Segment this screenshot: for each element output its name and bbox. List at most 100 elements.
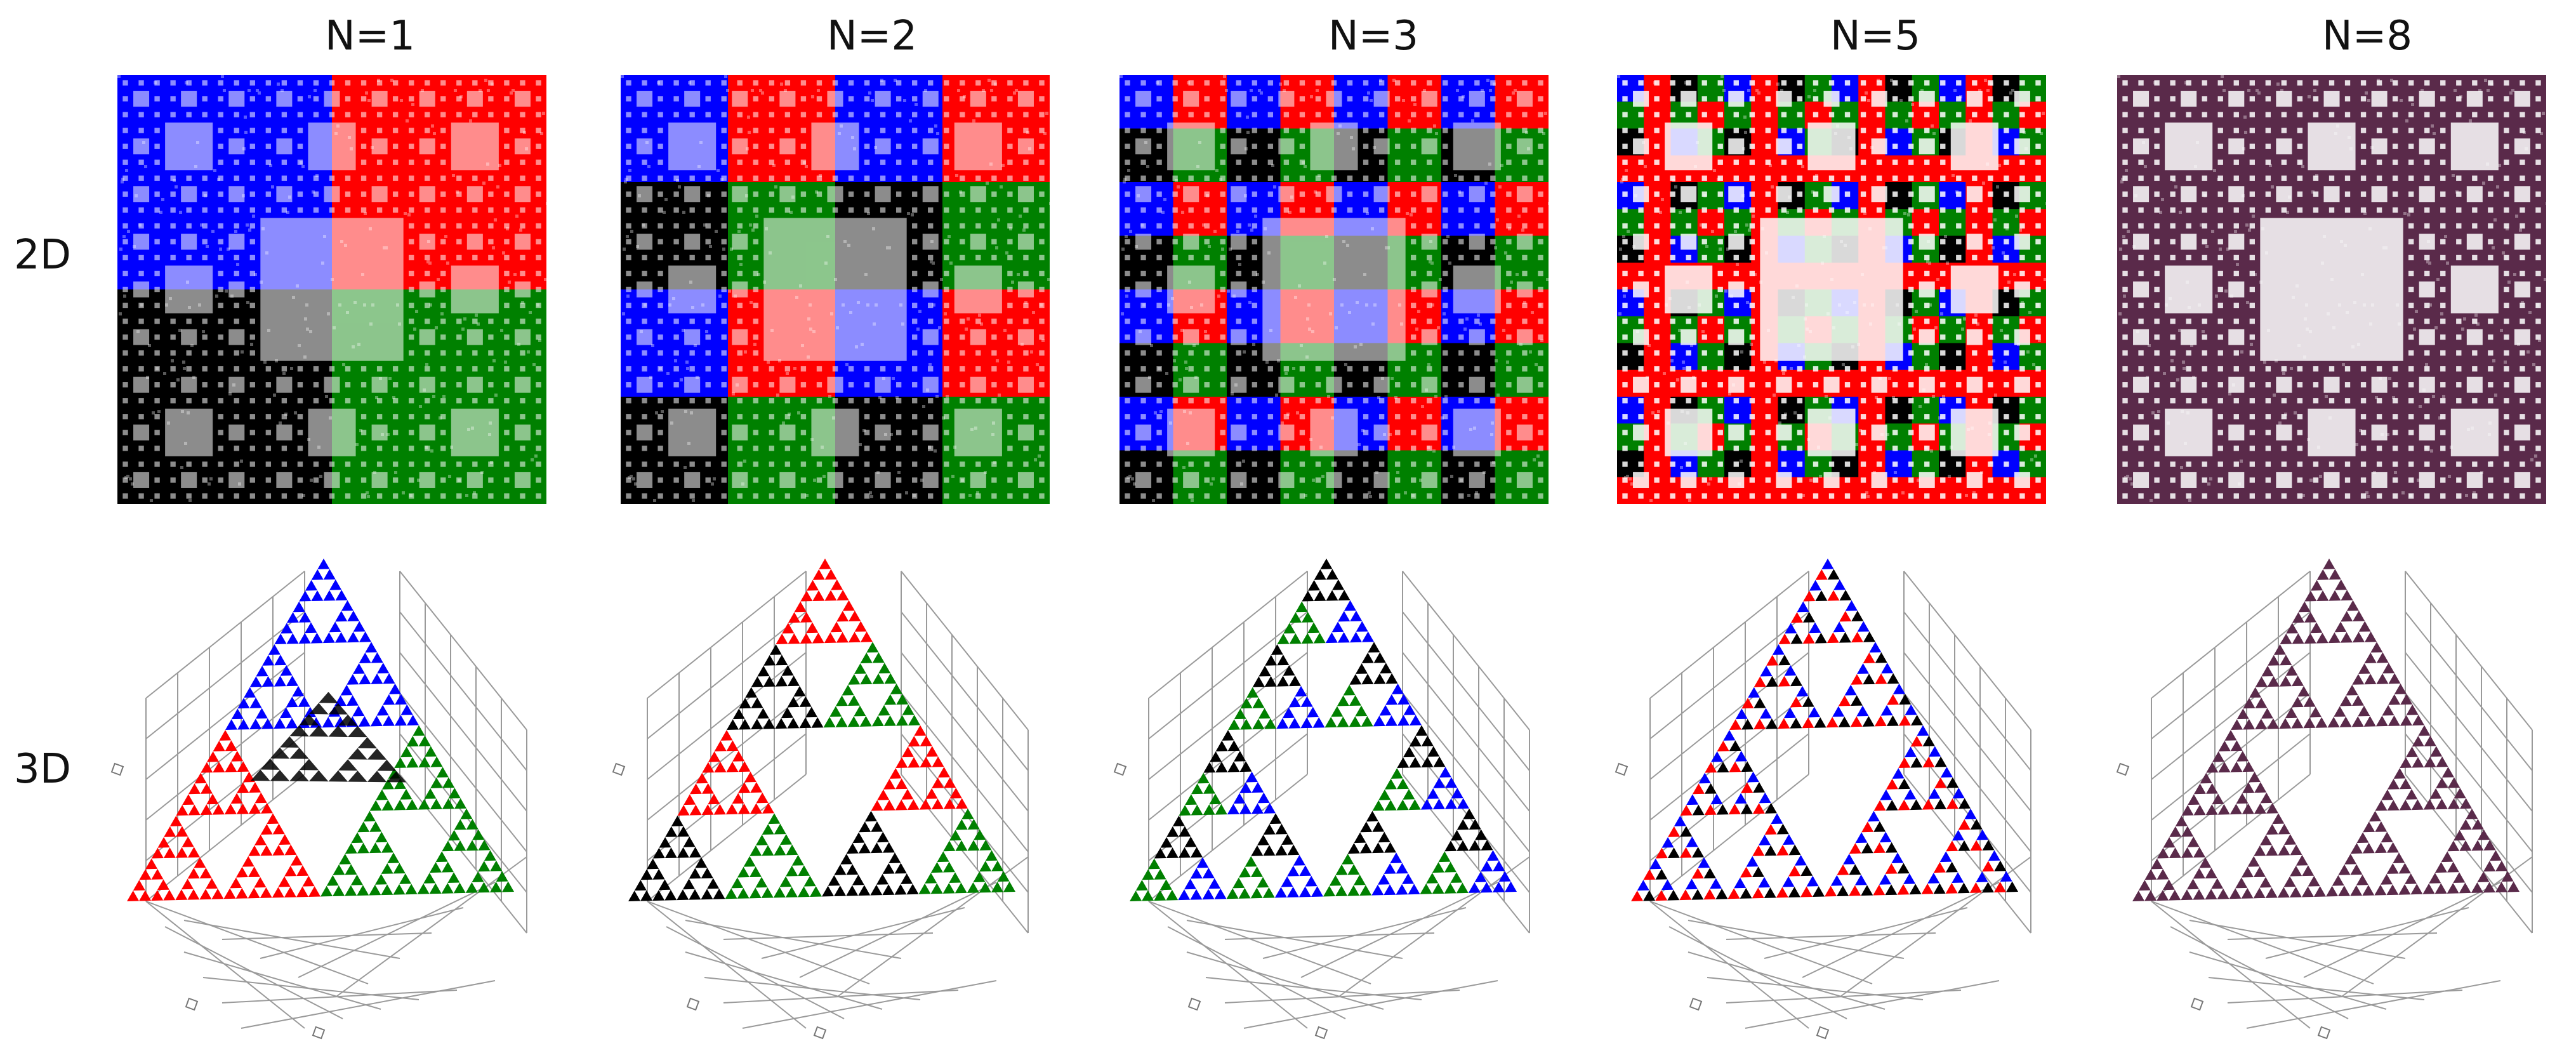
triangle xyxy=(375,831,388,843)
cell xyxy=(2251,369,2279,397)
triangle xyxy=(1945,882,1958,894)
triangle xyxy=(1159,879,1172,891)
cell xyxy=(1387,397,1442,451)
triangle xyxy=(2374,884,2387,896)
cell xyxy=(1912,343,1939,371)
triangle xyxy=(1275,844,1288,856)
triangle xyxy=(1420,798,1433,810)
triangle xyxy=(274,633,287,644)
triangle xyxy=(1377,873,1390,885)
triangle xyxy=(1717,740,1729,752)
triangle xyxy=(2193,804,2206,816)
triangle xyxy=(2313,886,2326,897)
triangle xyxy=(2243,698,2256,709)
triangle xyxy=(1166,847,1179,859)
triangle xyxy=(1994,860,2007,871)
triangle xyxy=(683,836,696,847)
cell xyxy=(1697,209,1725,237)
triangle xyxy=(296,865,309,877)
triangle xyxy=(1305,875,1318,887)
triangle xyxy=(2495,882,2507,892)
triangle xyxy=(2260,792,2273,804)
triangle xyxy=(1372,800,1385,811)
triangle xyxy=(1288,717,1301,729)
triangle xyxy=(774,844,786,856)
triangle xyxy=(732,750,745,762)
triangle xyxy=(345,885,357,896)
cell xyxy=(1885,423,1913,451)
triangle xyxy=(2255,676,2268,687)
cell xyxy=(1751,369,1779,397)
fractal-2d-n3 xyxy=(1120,75,1549,504)
triangle xyxy=(2400,715,2412,726)
triangle xyxy=(1892,768,1905,779)
triangle xyxy=(2283,876,2296,887)
triangle xyxy=(2364,652,2377,663)
triangle xyxy=(418,798,430,810)
triangle xyxy=(1891,852,1904,863)
triangle xyxy=(895,715,908,726)
cell xyxy=(1724,209,1752,237)
triangle xyxy=(298,633,311,644)
triangle xyxy=(2181,826,2194,837)
triangle xyxy=(1832,706,1845,717)
triangle xyxy=(1287,844,1300,856)
triangle xyxy=(794,601,807,613)
triangle xyxy=(1800,865,1813,877)
triangle xyxy=(1360,821,1373,833)
triangle xyxy=(1958,819,1971,830)
triangle xyxy=(787,717,800,729)
triangle xyxy=(2304,590,2317,602)
triangle xyxy=(284,865,297,877)
triangle xyxy=(689,783,702,795)
triangle xyxy=(708,751,720,762)
triangle xyxy=(2218,762,2231,773)
fractal-3d-n2 xyxy=(612,559,1029,1040)
triangle xyxy=(2236,708,2249,720)
triangle xyxy=(2253,866,2266,878)
triangle xyxy=(1415,725,1428,736)
triangle xyxy=(262,654,275,666)
triangle xyxy=(2350,885,2363,896)
triangle xyxy=(237,719,250,730)
triangle xyxy=(1385,694,1398,705)
triangle xyxy=(1355,705,1368,717)
triangle xyxy=(1667,847,1680,859)
triangle xyxy=(1324,717,1337,728)
triangle xyxy=(1753,782,1766,793)
cell xyxy=(2466,343,2493,371)
triangle xyxy=(1142,890,1154,901)
triangle xyxy=(836,611,849,622)
triangle xyxy=(1337,632,1350,643)
triangle xyxy=(2332,875,2344,886)
triangle xyxy=(979,861,992,872)
triangle xyxy=(1208,878,1221,889)
triangle xyxy=(1349,716,1361,727)
triangle xyxy=(1481,861,1493,872)
triangle xyxy=(1408,799,1421,811)
triangle xyxy=(1396,778,1409,790)
triangle xyxy=(345,843,357,854)
triangle xyxy=(1299,865,1312,877)
triangle xyxy=(751,676,763,687)
triangle xyxy=(2358,663,2370,674)
triangle xyxy=(1863,652,1875,663)
triangle xyxy=(788,612,800,623)
triangle xyxy=(268,644,281,655)
triangle xyxy=(889,768,902,779)
triangle xyxy=(248,803,261,814)
triangle xyxy=(1655,868,1668,880)
triangle xyxy=(2477,871,2490,882)
triangle xyxy=(1271,644,1283,655)
triangle xyxy=(478,861,491,872)
triangle xyxy=(974,829,986,840)
triangle xyxy=(849,611,861,621)
triangle xyxy=(2363,715,2376,727)
triangle xyxy=(1760,665,1773,677)
triangle xyxy=(1861,821,1874,833)
triangle xyxy=(1880,789,1892,800)
cell xyxy=(1441,182,1496,237)
triangle xyxy=(381,884,393,896)
triangle xyxy=(1704,783,1717,794)
cell xyxy=(2197,209,2225,237)
